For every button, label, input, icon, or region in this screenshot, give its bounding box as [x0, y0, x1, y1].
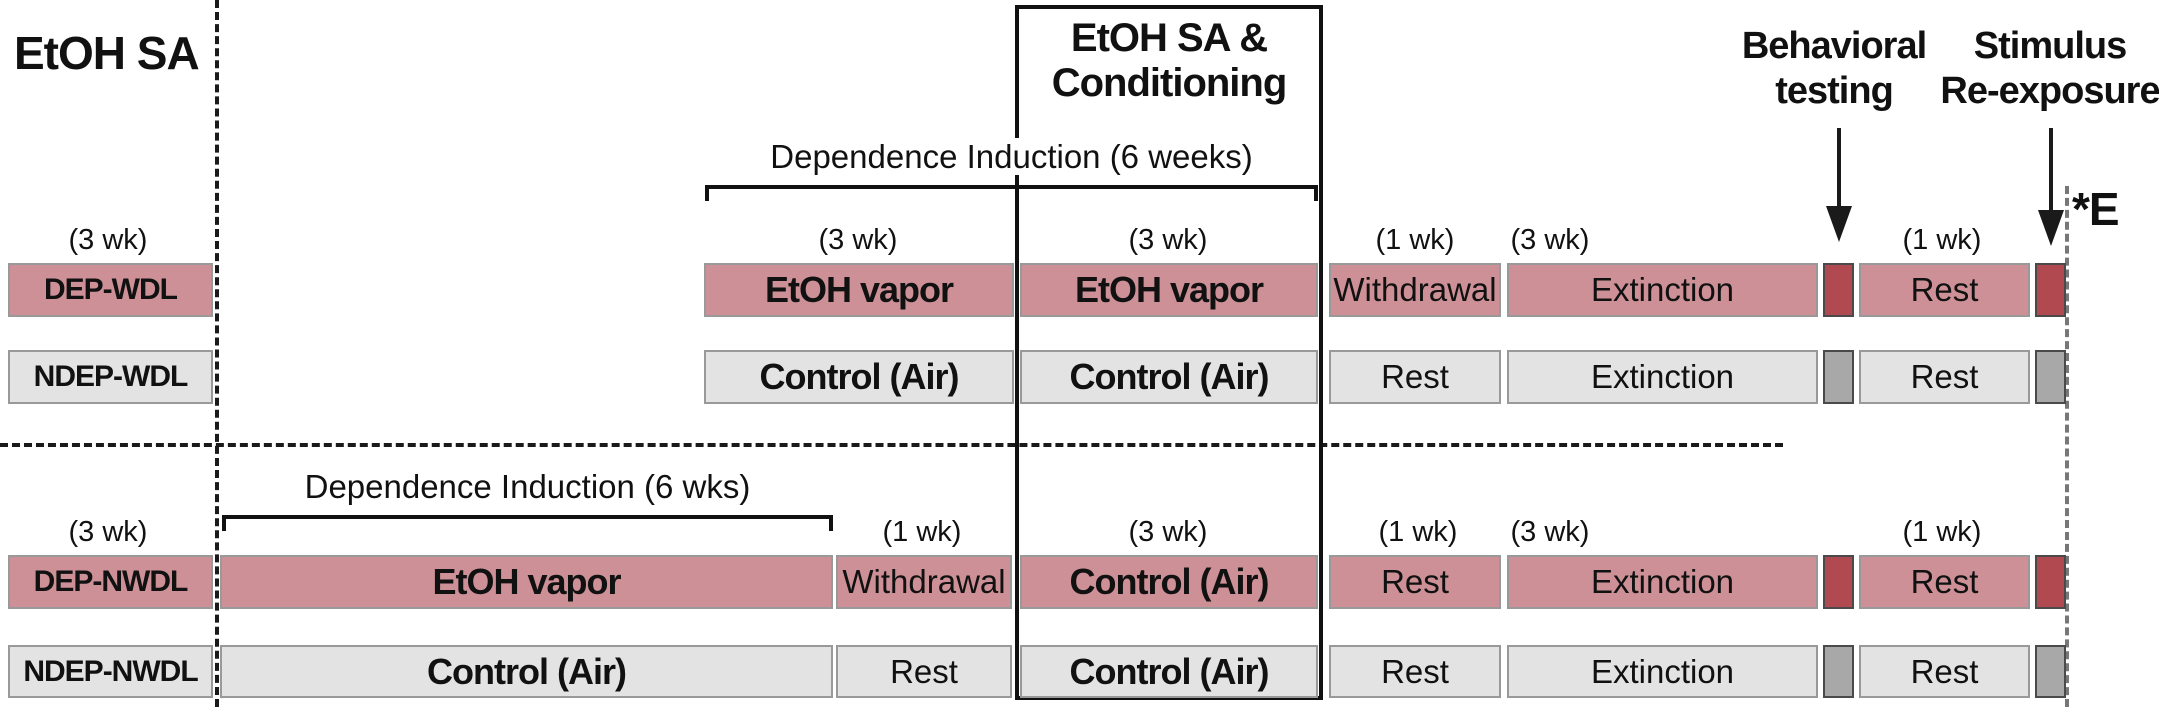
segment-control-air-: Control (Air) — [1020, 350, 1318, 404]
segment-withdrawal: Withdrawal — [836, 555, 1012, 609]
week-duration-label: (3 wk) — [1510, 224, 1590, 256]
dependence-induction-6wks-label: Dependence Induction (6 wks) — [222, 468, 833, 506]
week-duration-label: (3 wk) — [1128, 516, 1208, 548]
segment-control-air-: Control (Air) — [704, 350, 1014, 404]
stimulus-reexposure-line1: Stimulus — [1973, 25, 2127, 67]
week-duration-label: (3 wk) — [68, 224, 148, 256]
segment-rest: Rest — [1859, 263, 2030, 317]
stimulus-reexposure-line2: Re-exposure — [1940, 70, 2159, 112]
behavioral-testing-marker — [1823, 350, 1854, 404]
stimulus-reexposure-marker — [2035, 263, 2066, 317]
week-duration-label: (1 wk) — [882, 516, 962, 548]
behavioral-testing-marker — [1823, 555, 1854, 609]
endpoint-marker-label: *E — [2072, 183, 2120, 235]
segment-rest: Rest — [1859, 350, 2030, 404]
behavioral-testing-marker — [1823, 263, 1854, 317]
vertical-dashed-divider — [215, 0, 219, 707]
dependence-induction-6weeks-bracket — [705, 185, 1318, 201]
week-duration-label: (1 wk) — [1902, 516, 1982, 548]
segment-etoh-vapor: EtOH vapor — [1020, 263, 1318, 317]
segment-rest: Rest — [1859, 555, 2030, 609]
segment-extinction: Extinction — [1507, 350, 1818, 404]
stimulus-reexposure-marker — [2035, 555, 2066, 609]
dependence-induction-6wks-text: Dependence Induction (6 wks) — [296, 468, 759, 505]
week-duration-label: (3 wk) — [818, 224, 898, 256]
segment-control-air-: Control (Air) — [220, 645, 833, 698]
segment-extinction: Extinction — [1507, 263, 1818, 317]
stimulus-reexposure-arrow — [2049, 128, 2053, 212]
row-label-ndep-nwdl: NDEP-NWDL — [8, 645, 213, 698]
behavioral-testing-arrow — [1837, 128, 1841, 208]
behavioral-testing-label: Behavioral testing — [1684, 24, 1984, 114]
conditioning-heading-line1: EtOH SA & — [1070, 16, 1268, 60]
week-duration-label: (1 wk) — [1378, 516, 1458, 548]
row-label-ndep-wdl: NDEP-WDL — [8, 350, 213, 404]
behavioral-testing-arrowhead-icon — [1826, 206, 1852, 242]
week-duration-label: (1 wk) — [1375, 224, 1455, 256]
endpoint-dashed-line — [2065, 186, 2069, 707]
segment-extinction: Extinction — [1507, 645, 1818, 698]
dependence-induction-6weeks-text: Dependence Induction (6 weeks) — [762, 138, 1261, 175]
row-label-dep-nwdl: DEP-NWDL — [8, 555, 213, 609]
conditioning-box-heading: EtOH SA & Conditioning — [1015, 16, 1323, 106]
stimulus-reexposure-arrowhead-icon — [2038, 210, 2064, 246]
behavioral-testing-line1: Behavioral — [1741, 25, 1927, 67]
segment-rest: Rest — [1329, 555, 1501, 609]
segment-rest: Rest — [1329, 350, 1501, 404]
row-label-dep-wdl: DEP-WDL — [8, 263, 213, 317]
stimulus-reexposure-marker — [2035, 645, 2066, 698]
stimulus-reexposure-label: Stimulus Re-exposure — [1900, 24, 2159, 114]
dependence-induction-6weeks-label: Dependence Induction (6 weeks) — [705, 138, 1318, 176]
segment-rest: Rest — [1859, 645, 2030, 698]
stimulus-reexposure-marker — [2035, 350, 2066, 404]
segment-rest: Rest — [836, 645, 1012, 698]
week-duration-label: (3 wk) — [1128, 224, 1208, 256]
week-duration-label: (3 wk) — [68, 516, 148, 548]
segment-etoh-vapor: EtOH vapor — [704, 263, 1014, 317]
segment-control-air-: Control (Air) — [1020, 555, 1318, 609]
behavioral-testing-line2: testing — [1775, 70, 1894, 112]
dependence-induction-6wks-bracket — [222, 515, 833, 531]
segment-etoh-vapor: EtOH vapor — [220, 555, 833, 609]
segment-extinction: Extinction — [1507, 555, 1818, 609]
conditioning-heading-line2: Conditioning — [1051, 61, 1288, 105]
week-duration-label: (3 wk) — [1510, 516, 1590, 548]
week-duration-label: (1 wk) — [1902, 224, 1982, 256]
group-separator-dashed-line — [0, 443, 1783, 447]
etoh-sa-conditioning-box — [1015, 5, 1323, 700]
segment-control-air-: Control (Air) — [1020, 645, 1318, 698]
behavioral-testing-marker — [1823, 645, 1854, 698]
figure-title: EtOH SA — [14, 27, 200, 79]
segment-withdrawal: Withdrawal — [1329, 263, 1501, 317]
segment-rest: Rest — [1329, 645, 1501, 698]
